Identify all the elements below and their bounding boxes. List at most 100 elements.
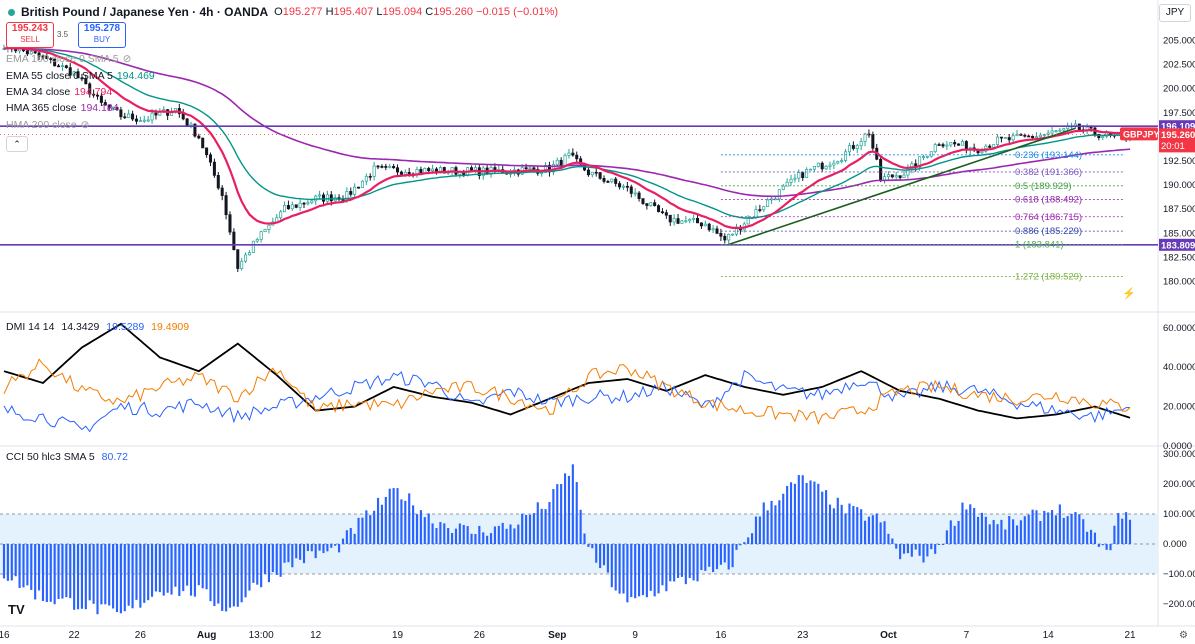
cci-bar: [563, 473, 567, 544]
candle-body: [111, 107, 115, 109]
cci-bar: [552, 489, 555, 544]
legend-cci[interactable]: CCI 50 hlc3 SMA 5 80.72: [6, 451, 128, 463]
candle-body: [886, 174, 890, 178]
price-tick-label: 202.500: [1163, 60, 1195, 71]
eye-off-icon[interactable]: ⊘: [80, 119, 90, 131]
cci-bar: [1082, 519, 1085, 544]
cci-bar: [88, 544, 91, 601]
candle-body: [680, 220, 684, 224]
collapse-legend-button[interactable]: ⌃: [6, 136, 28, 152]
cci-bar: [1008, 515, 1011, 544]
candle-body: [396, 167, 400, 173]
candle-body: [68, 67, 72, 76]
cci-bar: [466, 526, 469, 544]
legend-ema55[interactable]: EMA 55 close 0 SMA 5 194.469: [6, 70, 155, 82]
price-tick-label: 190.000: [1163, 180, 1195, 191]
cci-bar: [170, 544, 173, 595]
cci-bar: [392, 488, 395, 544]
cci-bar: [789, 482, 793, 544]
candle-body: [25, 50, 29, 55]
cci-bar: [69, 544, 72, 599]
cci-bar: [1121, 518, 1124, 544]
candle-body: [255, 239, 259, 242]
candle-body: [988, 145, 992, 148]
candle-body: [684, 220, 688, 223]
level-price-tag-text: 196.109: [1161, 122, 1195, 133]
candle-body: [941, 144, 945, 147]
legend-dmi[interactable]: DMI 14 14 14.3429 19.5289 19.4909: [6, 321, 190, 333]
cci-bar: [1113, 525, 1116, 544]
cci-bar: [984, 516, 987, 544]
symbol-title[interactable]: British Pound / Japanese Yen · 4h · OAND…: [21, 5, 269, 19]
candle-body: [189, 123, 193, 126]
cci-bar: [591, 544, 594, 549]
cci-bar: [536, 502, 539, 544]
candle-body: [64, 65, 68, 69]
cci-bar: [1035, 510, 1038, 544]
cci-bar: [704, 544, 707, 571]
buy-button[interactable]: 195.278 BUY: [78, 22, 126, 48]
fib-level-label: 0.382 (191.366): [1015, 167, 1082, 178]
candle-body: [372, 165, 376, 177]
cci-bar: [380, 504, 383, 544]
candle-body: [633, 192, 637, 195]
candle-body: [898, 175, 902, 178]
cci-bar: [318, 544, 321, 551]
cci-bar: [809, 480, 812, 544]
cci-bar: [832, 508, 835, 544]
legend-ema34[interactable]: EMA 34 close 194.794: [6, 86, 113, 98]
cci-bar: [443, 523, 446, 544]
cci-bar: [189, 544, 193, 596]
cci-bar: [143, 544, 146, 603]
cci-bar: [969, 504, 972, 544]
candle-body: [212, 161, 216, 176]
cci-bar: [801, 475, 804, 544]
time-tick-label: 7: [964, 630, 970, 641]
cci-bar: [2, 544, 6, 579]
cci-bar: [357, 517, 360, 544]
candle-body: [808, 168, 813, 171]
candle-body: [376, 165, 380, 168]
cci-bar: [115, 544, 119, 613]
cci-bar: [174, 544, 177, 587]
candle-body: [590, 171, 594, 176]
currency-selector[interactable]: JPY: [1159, 4, 1191, 22]
cci-bar: [345, 530, 348, 544]
candle-body: [645, 203, 649, 206]
cci-bar: [478, 525, 481, 544]
cci-tick-label: 300.000: [1163, 449, 1195, 460]
candle-body: [828, 164, 832, 167]
cci-bar: [875, 513, 878, 544]
cci-bar: [988, 524, 991, 544]
sell-button[interactable]: 195.243 SELL: [6, 22, 54, 48]
legend-hma200[interactable]: HMA 200 close ⊘: [6, 119, 90, 131]
candle-body: [610, 178, 614, 182]
candle-body: [797, 172, 801, 179]
cci-bar: [1066, 516, 1069, 544]
cci-bar: [661, 544, 664, 586]
cci-bar: [338, 544, 341, 553]
price-tick-label: 180.000: [1163, 277, 1195, 288]
cci-bar: [899, 544, 902, 560]
cci-bar: [349, 528, 352, 544]
cci-bar: [314, 544, 317, 559]
cci-bar: [458, 523, 461, 544]
legend-hma365[interactable]: HMA 365 close 194.184: [6, 102, 119, 114]
candle-body: [473, 167, 477, 171]
cci-bar: [470, 533, 473, 544]
candle-body: [544, 164, 548, 173]
cci-bar: [454, 528, 458, 544]
legend-ema100[interactable]: EMA 100 close 0 SMA 5 ⊘: [6, 53, 132, 65]
cci-bar: [793, 483, 796, 544]
candle-body: [925, 155, 929, 158]
hma-365-line: [3, 47, 1131, 198]
cci-bar: [439, 522, 442, 544]
cci-bar: [731, 544, 734, 568]
candle-body: [1089, 126, 1093, 129]
time-tick-label: 14: [1043, 630, 1055, 641]
eye-off-icon[interactable]: ⊘: [122, 53, 132, 65]
level-price-tag: [1159, 238, 1195, 251]
candle-body: [427, 168, 431, 172]
candle-body: [329, 194, 333, 202]
